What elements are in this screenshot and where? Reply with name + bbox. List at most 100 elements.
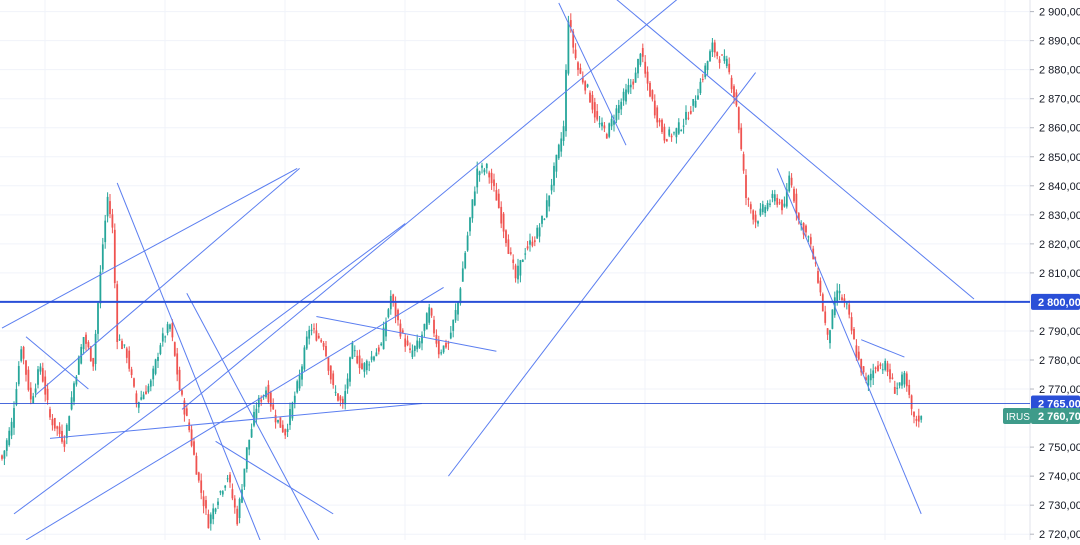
candle[interactable] (337, 393, 339, 402)
candle[interactable] (579, 63, 582, 75)
candle[interactable] (509, 247, 512, 256)
candle[interactable] (665, 138, 668, 142)
candle[interactable] (385, 317, 387, 342)
candle[interactable] (677, 118, 680, 135)
candle[interactable] (41, 362, 44, 383)
candle[interactable] (557, 143, 560, 160)
candle[interactable] (689, 106, 692, 115)
candle[interactable] (73, 381, 75, 406)
candle[interactable] (913, 411, 915, 424)
candle[interactable] (341, 396, 344, 409)
candle[interactable] (543, 218, 546, 221)
candle[interactable] (555, 154, 558, 178)
candle[interactable] (195, 452, 198, 475)
candle[interactable] (183, 397, 186, 422)
candle[interactable] (565, 64, 567, 137)
candle[interactable] (721, 54, 723, 56)
candle[interactable] (164, 335, 167, 343)
candle[interactable] (82, 336, 85, 355)
candle[interactable] (1, 454, 3, 461)
candle[interactable] (625, 83, 627, 105)
candle[interactable] (673, 131, 675, 136)
candle[interactable] (416, 334, 419, 353)
candle[interactable] (598, 115, 601, 128)
candle[interactable] (267, 380, 270, 404)
candle[interactable] (176, 347, 179, 382)
candle[interactable] (829, 329, 831, 349)
candle[interactable] (113, 223, 116, 289)
candle[interactable] (841, 294, 843, 301)
candle[interactable] (97, 302, 99, 341)
trendline[interactable] (776, 168, 922, 515)
candle[interactable] (718, 56, 721, 69)
trendline[interactable] (25, 286, 444, 541)
candle[interactable] (65, 423, 68, 445)
candle[interactable] (349, 356, 351, 387)
candle[interactable] (245, 447, 248, 473)
candle[interactable] (332, 370, 335, 389)
candle[interactable] (116, 280, 119, 350)
trendline[interactable] (448, 72, 756, 477)
candle[interactable] (46, 383, 49, 405)
trendline[interactable] (861, 339, 905, 358)
candle[interactable] (697, 88, 699, 100)
candle[interactable] (226, 474, 229, 483)
candle[interactable] (236, 505, 239, 526)
candle[interactable] (49, 406, 51, 421)
candle[interactable] (745, 169, 747, 206)
candle[interactable] (773, 189, 776, 205)
candle[interactable] (382, 321, 385, 350)
candle[interactable] (413, 345, 416, 357)
candle[interactable] (61, 424, 63, 444)
candle[interactable] (805, 224, 807, 237)
candle[interactable] (301, 364, 303, 387)
candle[interactable] (202, 490, 205, 514)
candle[interactable] (737, 106, 740, 134)
candle[interactable] (675, 127, 678, 144)
candle[interactable] (905, 371, 908, 392)
candle[interactable] (747, 197, 750, 207)
trendlines[interactable] (1, 0, 975, 544)
candle[interactable] (39, 363, 42, 375)
candle[interactable] (313, 323, 315, 334)
candle[interactable] (469, 216, 471, 236)
candle[interactable] (17, 361, 20, 387)
candle[interactable] (269, 390, 272, 412)
candle[interactable] (353, 345, 356, 357)
candle[interactable] (310, 323, 313, 336)
candle[interactable] (8, 427, 11, 447)
candle[interactable] (759, 202, 762, 217)
candle[interactable] (29, 382, 32, 405)
candle[interactable] (435, 329, 438, 348)
trendline[interactable] (116, 182, 262, 544)
candle[interactable] (519, 259, 522, 283)
candle[interactable] (706, 60, 709, 75)
candle[interactable] (145, 385, 147, 395)
candle[interactable] (89, 345, 92, 362)
candle[interactable] (253, 405, 255, 428)
candle[interactable] (121, 338, 123, 350)
candle[interactable] (740, 123, 743, 151)
candle[interactable] (893, 380, 896, 394)
candle[interactable] (884, 358, 887, 372)
candle[interactable] (128, 346, 131, 372)
candle[interactable] (37, 366, 39, 389)
candle[interactable] (471, 199, 474, 223)
candle[interactable] (608, 122, 611, 139)
candle[interactable] (764, 205, 767, 217)
candle[interactable] (281, 420, 284, 433)
candle[interactable] (809, 233, 812, 251)
candle[interactable] (505, 229, 507, 247)
horizontal-levels[interactable] (0, 300, 1030, 405)
candle[interactable] (632, 78, 635, 90)
candle[interactable] (298, 369, 301, 391)
candle[interactable] (142, 391, 145, 400)
candle[interactable] (476, 161, 479, 194)
candle[interactable] (584, 80, 587, 95)
candle[interactable] (694, 95, 697, 108)
candle[interactable] (500, 201, 503, 229)
candle[interactable] (901, 371, 903, 389)
candle[interactable] (243, 468, 246, 490)
candle[interactable] (615, 104, 618, 124)
